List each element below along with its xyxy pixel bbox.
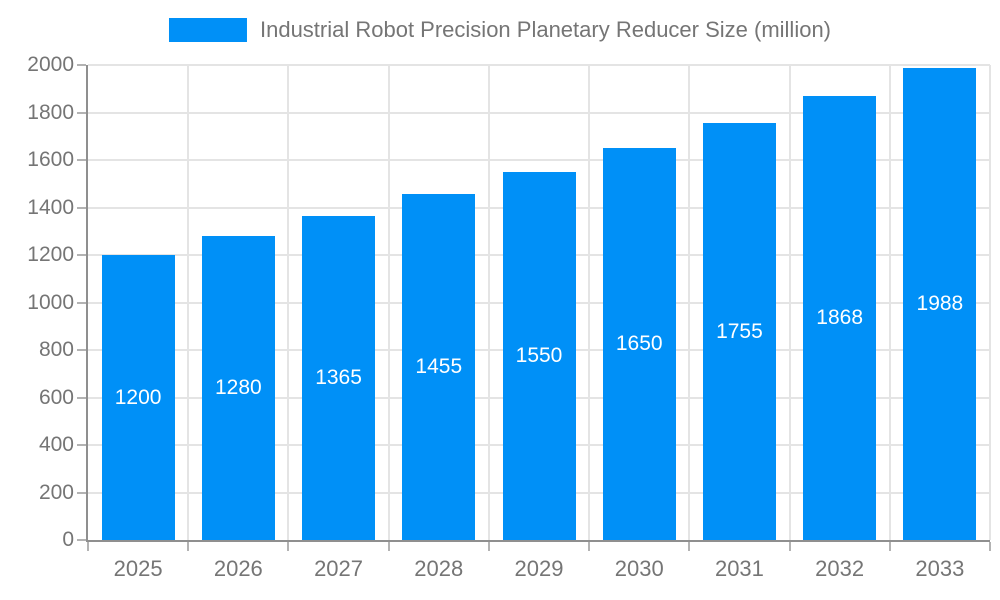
x-axis-tick — [187, 542, 190, 551]
bar[interactable]: 1200 — [101, 255, 175, 540]
bar[interactable]: 1280 — [201, 236, 275, 540]
bar-value-label: 1550 — [515, 343, 563, 367]
x-axis-tick-label: 2033 — [915, 556, 965, 581]
x-axis-tick — [989, 542, 991, 551]
y-axis-tick — [77, 444, 86, 446]
y-axis-line — [86, 65, 88, 542]
x-axis-tick-label: 2031 — [714, 556, 764, 581]
vertical-gridline — [588, 65, 591, 540]
y-axis-tick-label: 2000 — [27, 53, 74, 76]
y-axis-tick — [77, 64, 86, 66]
bar[interactable]: 1365 — [302, 215, 376, 540]
legend-swatch — [168, 18, 247, 42]
y-axis-tick-label: 1600 — [27, 148, 74, 171]
bar-value-label: 1988 — [916, 291, 964, 315]
bar[interactable]: 1988 — [903, 67, 977, 540]
bar[interactable]: 1650 — [602, 148, 676, 540]
x-axis-tick-label: 2032 — [815, 556, 865, 581]
bar[interactable]: 1455 — [402, 194, 476, 540]
y-axis-tick — [77, 254, 86, 256]
x-axis-tick — [487, 542, 490, 551]
x-axis-tick-label: 2026 — [213, 556, 263, 581]
y-axis-tick-label: 800 — [38, 338, 74, 361]
y-axis-tick-label: 1200 — [27, 243, 74, 266]
bar-value-label: 1280 — [214, 376, 262, 399]
plot-area: 1200 1280 1365 1455 1550 1650 1755 1868 1988 — [77, 64, 991, 551]
bar-value-label: 1200 — [114, 385, 162, 409]
y-axis-tick-label: 1000 — [27, 290, 74, 314]
y-axis-tick-label: 600 — [38, 385, 74, 409]
bar-value-label: 1868 — [816, 306, 864, 330]
bar[interactable]: 1550 — [502, 171, 576, 540]
y-axis-tick — [77, 491, 86, 494]
y-axis-tick — [77, 206, 86, 209]
x-axis: 2025 2026 2027 2028 2029 2030 2031 2032 2033 — [88, 540, 990, 590]
x-axis-tick-label: 2027 — [314, 556, 364, 581]
vertical-gridline — [287, 65, 290, 540]
vertical-gridline — [989, 65, 991, 540]
horizontal-gridline — [88, 159, 990, 161]
y-axis-tick-label: 1400 — [27, 195, 74, 219]
y-axis-tick-label: 400 — [38, 433, 74, 456]
y-axis-tick — [77, 349, 86, 351]
y-axis: 0 200 400 600 800 1000 1200 1400 1600 1800 2000 — [0, 53, 74, 551]
x-axis-tick — [87, 542, 89, 551]
x-axis-tick — [387, 542, 390, 551]
y-axis-tick — [77, 539, 86, 541]
horizontal-gridline — [88, 64, 990, 66]
vertical-gridline — [187, 65, 190, 540]
y-axis-tick — [77, 159, 86, 161]
bar-value-label: 1650 — [615, 332, 663, 356]
x-axis-tick — [888, 542, 891, 551]
bar-value-label: 1755 — [716, 319, 763, 343]
vertical-gridline — [487, 65, 490, 540]
x-axis-tick-label: 2025 — [113, 556, 163, 581]
y-axis-tick-label: 0 — [62, 528, 74, 551]
x-axis-tick-label: 2030 — [614, 556, 664, 581]
y-axis-tick — [77, 301, 86, 304]
y-axis-tick-label: 1800 — [27, 100, 74, 124]
y-axis-tick-label: 200 — [38, 480, 74, 504]
x-axis-tick-label: 2028 — [414, 556, 464, 581]
x-axis-line — [86, 540, 990, 542]
vertical-gridline — [387, 65, 390, 540]
x-axis-tick — [287, 542, 290, 551]
x-axis-tick — [688, 542, 691, 551]
horizontal-gridline — [88, 111, 990, 114]
bar[interactable]: 1868 — [803, 96, 877, 540]
legend-label: Industrial Robot Precision Planetary Red… — [259, 17, 832, 42]
y-axis-tick — [77, 111, 86, 114]
bar-value-label: 1365 — [315, 365, 362, 389]
bar[interactable]: 1755 — [702, 123, 776, 540]
vertical-gridline — [788, 65, 791, 540]
vertical-gridline — [688, 65, 691, 540]
vertical-gridline — [888, 65, 891, 540]
y-axis-tick — [77, 396, 86, 399]
bar-value-label: 1455 — [415, 355, 463, 379]
x-axis-tick — [588, 542, 591, 551]
x-axis-tick-label: 2029 — [514, 556, 564, 581]
legend-item[interactable]: Industrial Robot Precision Planetary Red… — [168, 17, 832, 43]
x-axis-tick — [788, 542, 791, 551]
